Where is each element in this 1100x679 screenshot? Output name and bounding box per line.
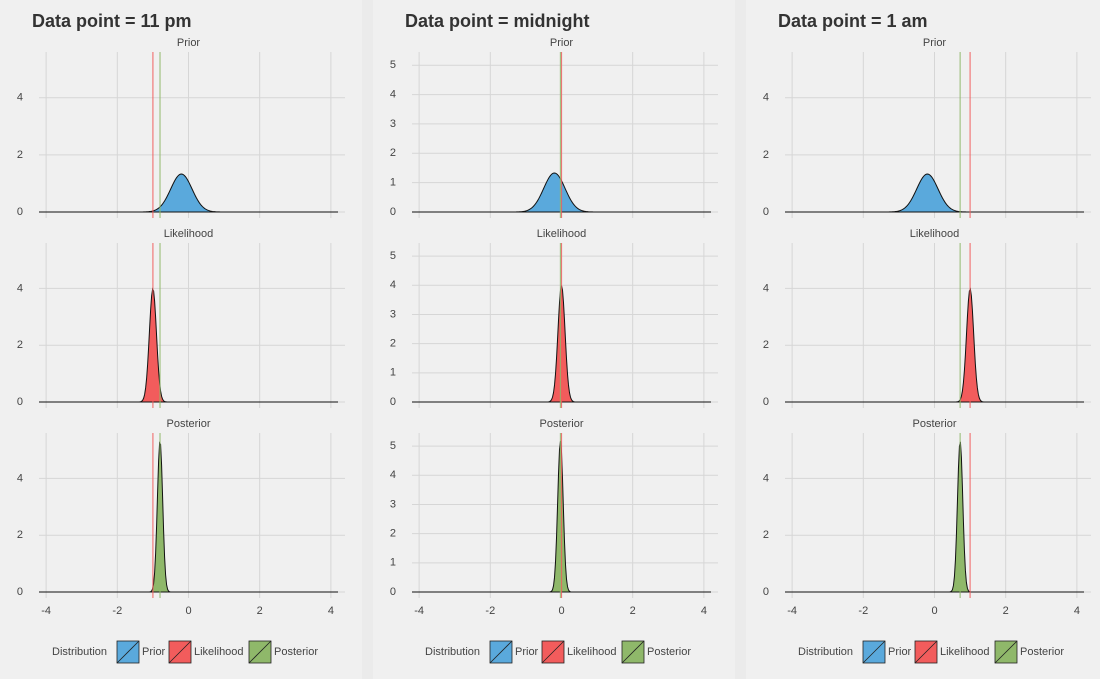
legend-key-slash: [621, 640, 645, 664]
x-tick-label: 2: [1003, 605, 1009, 617]
facet-label: Likelihood: [537, 228, 587, 240]
legend-title: Distribution: [52, 646, 107, 658]
y-tick-label: 1: [390, 557, 396, 569]
x-tick-label: -4: [414, 605, 424, 617]
y-tick-label: 3: [390, 308, 396, 320]
density-curve: [785, 173, 1084, 213]
legend-key-slash: [862, 640, 886, 664]
facet-label: Posterior: [166, 418, 210, 430]
facet-label: Prior: [177, 37, 201, 49]
y-tick-label: 2: [763, 149, 769, 161]
y-tick-label: 5: [390, 440, 396, 452]
column-bg: [373, 0, 735, 679]
legend-label: Prior: [515, 646, 539, 658]
x-tick-label: 2: [257, 605, 263, 617]
y-tick-label: 2: [763, 529, 769, 541]
x-tick-label: -4: [787, 605, 797, 617]
y-tick-label: 0: [17, 206, 23, 218]
legend-label: Posterior: [274, 646, 318, 658]
facet-label: Posterior: [539, 418, 583, 430]
y-tick-label: 2: [390, 528, 396, 540]
y-tick-label: 2: [17, 149, 23, 161]
legend-key-slash: [116, 640, 140, 664]
legend-title: Distribution: [798, 646, 853, 658]
column: Data point = midnight Prior 0 1 2 3 4 5 Likeliho…: [373, 0, 735, 679]
y-tick-label: 4: [17, 282, 23, 294]
column-bg: [746, 0, 1100, 679]
y-tick-label: 5: [390, 59, 396, 71]
legend-label: Prior: [142, 646, 166, 658]
y-tick-label: 2: [17, 339, 23, 351]
density-curve: [785, 441, 1084, 593]
legend-label: Posterior: [647, 646, 691, 658]
y-tick-label: 2: [763, 339, 769, 351]
y-tick-label: 0: [390, 206, 396, 218]
x-tick-label: 0: [558, 605, 564, 617]
x-tick-label: -4: [41, 605, 51, 617]
y-tick-label: 2: [390, 338, 396, 350]
y-tick-label: 1: [390, 177, 396, 189]
y-tick-label: 3: [390, 498, 396, 510]
chart-title: Data point = midnight: [405, 11, 590, 31]
legend-key-slash: [489, 640, 513, 664]
y-tick-label: 0: [763, 586, 769, 598]
y-tick-label: 4: [390, 88, 396, 100]
y-tick-label: 0: [17, 586, 23, 598]
density-curve: [39, 441, 338, 593]
facet-label: Posterior: [912, 418, 956, 430]
x-tick-label: 4: [701, 605, 707, 617]
legend-key-slash: [994, 640, 1018, 664]
legend-label: Likelihood: [940, 646, 990, 658]
legend-label: Likelihood: [567, 646, 617, 658]
y-tick-label: 4: [763, 472, 769, 484]
x-tick-label: 0: [931, 605, 937, 617]
facet-label: Prior: [550, 37, 574, 49]
y-tick-label: 0: [763, 396, 769, 408]
y-tick-label: 5: [390, 250, 396, 262]
legend-title: Distribution: [425, 646, 480, 658]
x-tick-label: 4: [1074, 605, 1080, 617]
y-tick-label: 4: [390, 469, 396, 481]
column: Data point = 1 am Prior 0 2 4 Likelihood 0 2 4 Po…: [746, 0, 1100, 679]
legend-label: Likelihood: [194, 646, 244, 658]
y-tick-label: 0: [763, 206, 769, 218]
facet-label: Prior: [923, 37, 947, 49]
chart-title: Data point = 11 pm: [32, 11, 192, 31]
y-tick-label: 4: [390, 279, 396, 291]
y-tick-label: 2: [390, 147, 396, 159]
facet-label: Likelihood: [164, 228, 214, 240]
y-tick-label: 4: [763, 282, 769, 294]
legend-key-slash: [248, 640, 272, 664]
y-tick-label: 2: [17, 529, 23, 541]
y-tick-label: 4: [763, 92, 769, 104]
facet-label: Likelihood: [910, 228, 960, 240]
x-tick-label: 0: [185, 605, 191, 617]
y-tick-label: 3: [390, 118, 396, 130]
legend-label: Prior: [888, 646, 912, 658]
y-tick-label: 0: [17, 396, 23, 408]
x-tick-label: 4: [328, 605, 334, 617]
column-bg: [0, 0, 362, 679]
legend-label: Posterior: [1020, 646, 1064, 658]
x-tick-label: -2: [858, 605, 868, 617]
density-curve: [39, 287, 338, 403]
legend-key-slash: [168, 640, 192, 664]
density-curve: [39, 173, 338, 213]
legend-key-slash: [914, 640, 938, 664]
chart-title: Data point = 1 am: [778, 11, 928, 31]
y-tick-label: 4: [17, 92, 23, 104]
x-tick-label: 2: [630, 605, 636, 617]
legend-key-slash: [541, 640, 565, 664]
density-curve: [785, 287, 1084, 403]
column: Data point = 11 pm Prior 0 2 4 Likelihood 0 2 4 P…: [0, 0, 362, 679]
x-tick-label: -2: [112, 605, 122, 617]
x-tick-label: -2: [485, 605, 495, 617]
y-tick-label: 4: [17, 472, 23, 484]
y-tick-label: 0: [390, 396, 396, 408]
y-tick-label: 0: [390, 586, 396, 598]
y-tick-label: 1: [390, 367, 396, 379]
